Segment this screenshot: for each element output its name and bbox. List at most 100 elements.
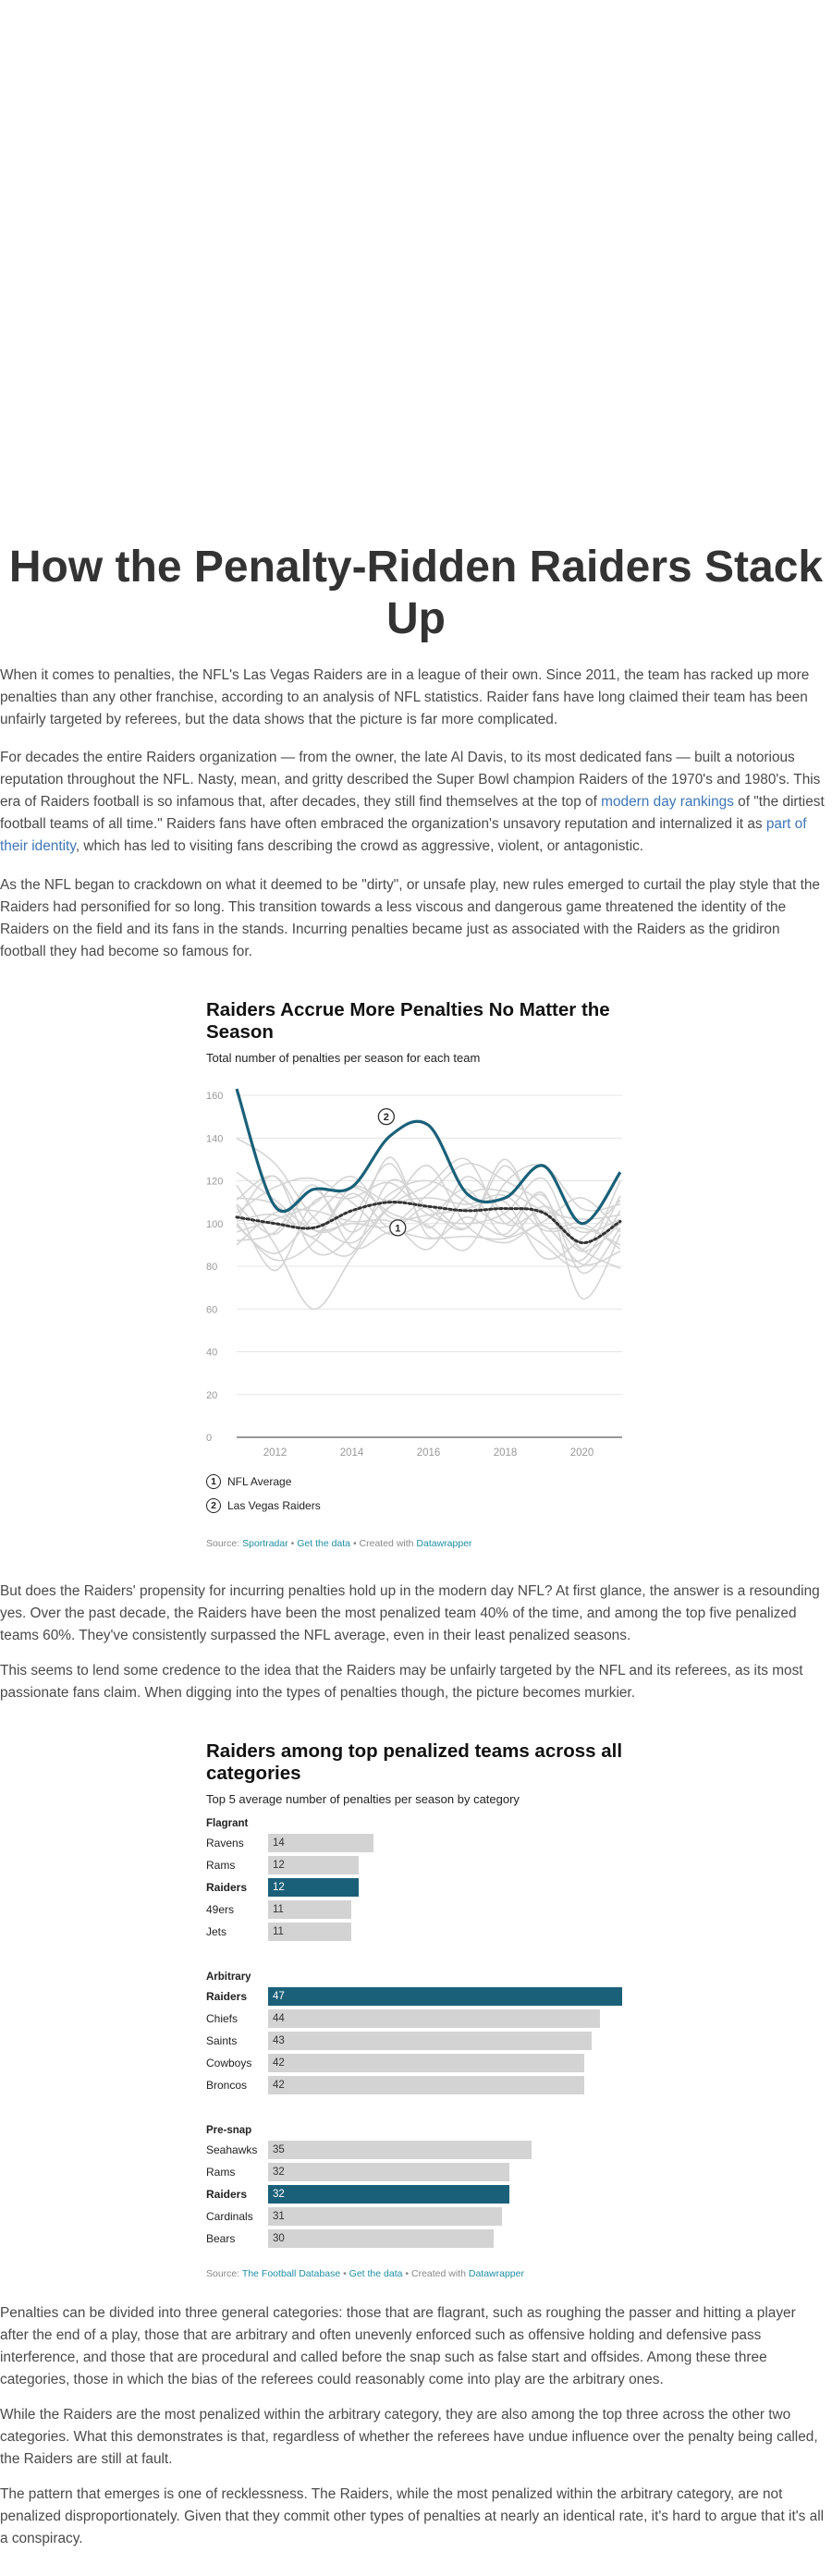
bar-track: 30 — [268, 2229, 622, 2248]
bar-track: 14 — [268, 1834, 622, 1852]
line-chart-subtitle: Total number of penalties per season for… — [206, 1051, 481, 1065]
bar-category-label: Rams — [206, 2166, 236, 2179]
annotation-label: 2 — [384, 1112, 389, 1123]
y-tick-label: 0 — [206, 1433, 212, 1444]
paragraph-crackdown: As the NFL began to crackdown on what it… — [0, 877, 820, 959]
y-tick-label: 60 — [206, 1304, 217, 1315]
bar — [268, 2229, 495, 2248]
bar-category-label: Ravens — [206, 1837, 244, 1850]
bar-row: Rams 32 — [206, 2161, 622, 2183]
bar-track: 35 — [268, 2141, 622, 2159]
created-with-text: Created with — [359, 1538, 417, 1549]
bar-track: 47 — [268, 1987, 622, 2006]
bar — [268, 1856, 359, 1874]
bar-group-title: Arbitrary — [206, 1972, 251, 1983]
bar-category-label: Seahawks — [206, 2143, 258, 2156]
bar-track: 32 — [268, 2163, 622, 2181]
bar-track: 11 — [268, 1900, 622, 1919]
bar-track: 11 — [268, 1923, 622, 1941]
bar-category-label: Raiders — [206, 1881, 248, 1894]
source-link-sportradar[interactable]: Sportradar — [242, 1538, 288, 1549]
bar-row: Jets 11 — [206, 1921, 622, 1943]
bar — [268, 1900, 351, 1919]
bar-value-label: 11 — [273, 1904, 284, 1915]
bar-group-title: Flagrant — [206, 1818, 249, 1829]
link-modern-day-rankings[interactable]: modern day rankings — [601, 794, 734, 810]
bar-value-label: 12 — [273, 1882, 285, 1893]
y-tick-label: 120 — [206, 1177, 223, 1188]
bar-value-label: 31 — [273, 2211, 285, 2222]
team-series-line — [236, 1177, 621, 1272]
bar-track: 42 — [268, 2054, 622, 2072]
bar-group-title: Pre-snap — [206, 2125, 252, 2136]
y-tick-label: 160 — [206, 1091, 223, 1102]
bar — [268, 2009, 600, 2028]
paragraph-recklessness: The pattern that emerges is one of reckl… — [0, 2486, 825, 2546]
bar-row: Seahawks 35 — [206, 2139, 622, 2161]
line-chart-widget: Raiders Accrue More Penalties No Matter … — [206, 999, 622, 1066]
bar-chart-widget: Raiders among top penalized teams across… — [206, 1740, 622, 2279]
bar-track: 31 — [268, 2207, 622, 2226]
bar-row: Raiders 32 — [206, 2183, 622, 2205]
legend-label-nfl-average: NFL Average — [227, 1475, 292, 1488]
bar-value-label: 42 — [273, 2080, 285, 2091]
nfl-average-line — [235, 1201, 622, 1245]
team-series-line — [236, 1158, 621, 1263]
bar-row: Raiders 47 — [206, 1985, 622, 2008]
datawrapper-link[interactable]: Datawrapper — [468, 2268, 524, 2279]
bar-track: 42 — [268, 2076, 622, 2094]
x-tick-label: 2016 — [417, 1447, 441, 1459]
bar-row: Bears 30 — [206, 2228, 622, 2250]
paragraph-modern-day: But does the Raiders' propensity for inc… — [0, 1583, 820, 1643]
bar — [268, 1923, 351, 1941]
y-tick-label: 40 — [206, 1348, 217, 1359]
bar — [268, 2163, 509, 2181]
bar-value-label: 35 — [273, 2144, 285, 2155]
bar — [268, 1878, 359, 1897]
bar-value-label: 42 — [273, 2057, 285, 2069]
bar-track: 12 — [268, 1878, 622, 1897]
bar-category-label: Raiders — [206, 2188, 248, 2201]
team-series-line — [236, 1184, 621, 1250]
bar — [268, 2185, 509, 2204]
bar-row: Broncos 42 — [206, 2074, 622, 2096]
x-tick-label: 2018 — [494, 1447, 518, 1459]
bar-value-label: 44 — [273, 2013, 285, 2024]
source-link-football-database[interactable]: The Football Database — [241, 2268, 341, 2279]
get-the-data-link[interactable]: Get the data — [297, 1538, 351, 1549]
datawrapper-link[interactable]: Datawrapper — [416, 1538, 472, 1549]
created-with-text: Created with — [410, 2268, 469, 2279]
bar-track: 12 — [268, 1856, 622, 1874]
paragraph-history: For decades the entire Raiders organizat… — [0, 747, 826, 858]
x-tick-label: 2012 — [263, 1447, 288, 1459]
bar — [268, 2141, 532, 2159]
bar-category-label: Cowboys — [206, 2057, 252, 2069]
annotation-marker-2: 2 — [377, 1107, 396, 1126]
bar-row: Ravens 14 — [206, 1832, 622, 1854]
bar-category-label: 49ers — [206, 1903, 235, 1916]
line-chart-legend: 1 NFL Average 2 Las Vegas Raiders — [206, 1470, 622, 1518]
team-series-line — [236, 1177, 621, 1238]
article-title: How the Penalty-Ridden Raiders Stack Up — [8, 543, 824, 643]
raiders-line — [235, 1088, 622, 1226]
get-the-data-link[interactable]: Get the data — [349, 2268, 403, 2279]
bar-row: Cardinals 31 — [206, 2205, 622, 2228]
bar-category-label: Raiders — [206, 1990, 248, 2003]
team-series-line — [236, 1163, 621, 1268]
bar-row: Saints 43 — [206, 2030, 622, 2052]
paragraph-intro: When it comes to penalties, the NFL's La… — [0, 667, 810, 727]
y-tick-label: 100 — [206, 1219, 223, 1230]
team-series-line — [236, 1156, 621, 1300]
bar — [268, 2054, 585, 2072]
legend-marker-1: 1 — [206, 1474, 221, 1489]
bar — [268, 1987, 622, 2006]
x-tick-label: 2014 — [340, 1447, 364, 1459]
bar-row: Raiders 12 — [206, 1876, 622, 1898]
bar — [268, 1834, 374, 1852]
link-part-of-their-identity[interactable]: part of their identity — [0, 816, 807, 854]
annotation-marker-1: 1 — [389, 1219, 407, 1237]
paragraph-categories: Penalties can be divided into three gene… — [0, 2305, 796, 2387]
legend-item-nfl-average: 1 NFL Average — [206, 1470, 622, 1494]
paragraph-history-text-b: of "the dirtiest football teams of all t… — [0, 794, 825, 832]
bar-value-label: 43 — [273, 2035, 285, 2046]
